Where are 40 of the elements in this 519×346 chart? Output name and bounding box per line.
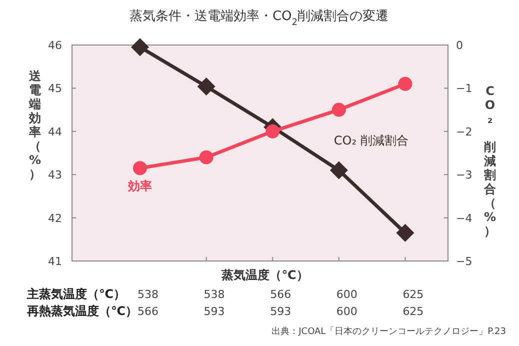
point [332,102,346,117]
text: 593 [204,305,225,318]
point [266,124,280,138]
text: 再熱蒸気温度（℃） [26,304,138,318]
series-label: 効率 [127,179,152,194]
point [133,161,147,176]
point [398,76,412,91]
x-tick-label: 600 [336,288,358,301]
y2-tick-label: −5 [456,255,472,268]
y2-tick-label: −1 [456,82,472,96]
x-tick-label: 538 [204,288,225,301]
text: 566 [138,305,158,318]
text: 593 [270,305,292,318]
y2-tick-label: 0 [456,39,463,52]
y2-tick-label: −2 [456,125,472,138]
text: 625 [402,305,424,318]
y2-tick-label: −3 [456,168,472,182]
point [131,38,149,56]
y-tick-label: 42 [48,212,62,225]
y-tick-label: 46 [48,39,62,52]
source-note: 出典：JCOAL「日本のクリーンコールテクノロジー」P.23 [272,326,506,337]
y-tick-label: 45 [48,82,62,96]
point [197,77,216,96]
y-tick-label: 43 [48,168,62,182]
chart-title: 蒸気条件・送電端効率・CO$_{2}$削減割合の変遷 [129,8,389,28]
x-tick-label: 566 [270,288,292,301]
text: CO₂ 削減割合（%） [484,84,496,238]
series-label: CO₂ 削減割合 [334,133,408,148]
y2-tick-label: −4 [456,212,472,225]
point [396,224,414,242]
point [330,161,348,180]
y-tick-label: 41 [48,255,62,268]
point [199,150,214,164]
x-tick-label: 625 [402,288,424,301]
x-axis-title: 蒸気温度（℃） [220,268,308,282]
text: 600 [336,305,358,318]
text: 主蒸気温度（℃） [26,287,126,301]
y-axis-title: 送電端効率（%） [28,69,42,181]
y-tick-label: 44 [48,125,62,138]
x-tick-label: 538 [138,288,158,301]
